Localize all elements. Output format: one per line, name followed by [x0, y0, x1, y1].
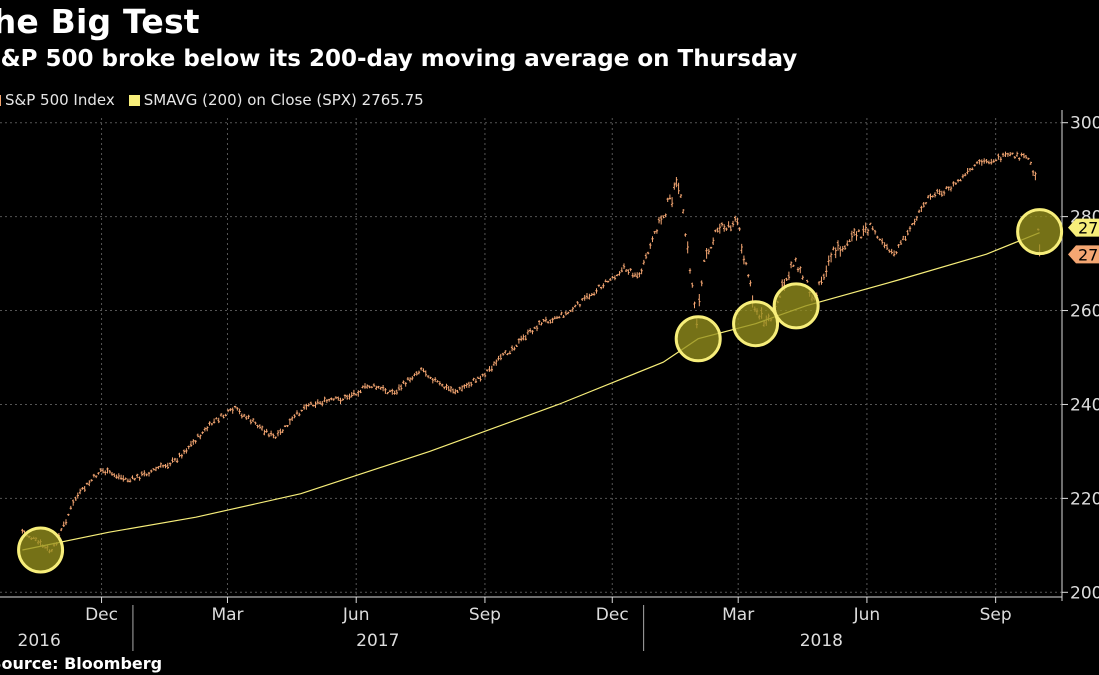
chart-subtitle: S&P 500 broke below its 200-day moving a…	[0, 46, 798, 72]
tag-label: 2768	[1078, 219, 1099, 238]
grid	[0, 118, 1062, 597]
xtick-label-Sep: Sep	[469, 605, 501, 625]
price-series	[21, 151, 1041, 554]
xtick-label-Mar: Mar	[722, 605, 754, 625]
price-line	[21, 151, 1041, 554]
xtick-label-Sep: Sep	[980, 605, 1012, 625]
last-value-tag-1: 2768	[1068, 218, 1099, 238]
ytick-label-2200: 2200	[1070, 489, 1099, 509]
legend: S&P 500 Index SMAVG (200) on Close (SPX)…	[0, 91, 438, 109]
xtick-label-Jun: Jun	[342, 605, 370, 625]
legend-swatch-sma	[128, 94, 140, 106]
sma-line	[22, 232, 1040, 551]
xtick-label-Jun: Jun	[853, 605, 881, 625]
ytick-label-2600: 2600	[1070, 302, 1099, 322]
source-note: Source: Bloomberg	[0, 654, 163, 673]
xtick-label-Dec: Dec	[85, 605, 118, 625]
highlight-circles	[17, 208, 1064, 574]
tag-shape	[1068, 245, 1099, 264]
ytick-label-2000: 2000	[1070, 583, 1099, 603]
legend-item-sma: SMAVG (200) on Close (SPX) 2765.75	[128, 91, 424, 109]
last-value-tag-2: 2728	[1068, 245, 1099, 264]
xtick-label-Dec: Dec	[596, 605, 629, 625]
year-label-2018: 2018	[800, 631, 843, 651]
tag-shape	[1068, 218, 1099, 237]
xtick-label-Mar: Mar	[211, 605, 243, 625]
last-value-tags: 2768 2728	[1068, 218, 1099, 264]
ytick-label-3000: 3000	[1070, 114, 1099, 134]
year-label-2016: 2016	[18, 631, 61, 651]
ytick-label-2400: 2400	[1070, 395, 1099, 415]
highlight-circle-5	[1016, 208, 1064, 256]
year-label-2017: 2017	[356, 631, 399, 651]
highlight-circle-1	[17, 526, 65, 574]
chart-title: The Big Test	[0, 2, 200, 41]
legend-label-sma: SMAVG (200) on Close (SPX) 2765.75	[143, 91, 424, 109]
highlight-circle-2	[674, 315, 722, 363]
tag-label: 2728	[1078, 245, 1099, 264]
legend-item-price: S&P 500 Index	[0, 91, 115, 109]
highlight-circle-3	[732, 300, 780, 348]
sma-series	[22, 232, 1040, 551]
axes: 200022002400260028003000DecMarJunSepDecM…	[0, 110, 1099, 651]
highlight-circle-4	[772, 282, 820, 330]
legend-label-price: S&P 500 Index	[5, 91, 115, 109]
legend-swatch-price	[0, 94, 1, 106]
